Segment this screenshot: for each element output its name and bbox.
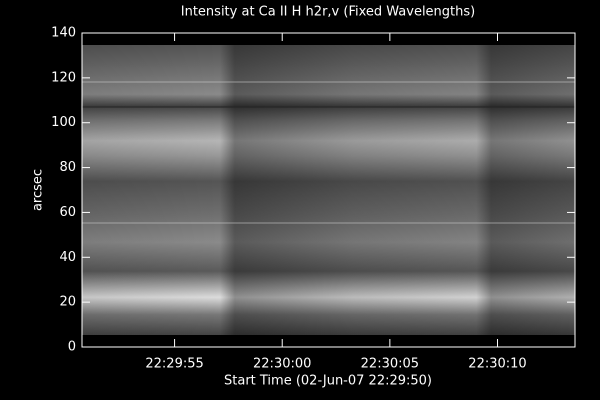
x-tick-label: 22:30:05 (361, 357, 419, 372)
x-tick-label: 22:30:10 (468, 357, 526, 372)
y-tick-label: 120 (51, 70, 76, 85)
plot-frame (81, 32, 576, 348)
x-tick-label: 22:30:00 (253, 357, 311, 372)
y-tick-label: 20 (59, 295, 76, 310)
y-tick-label: 40 (59, 250, 76, 265)
x-axis-label: Start Time (02-Jun-07 22:29:50) (224, 374, 432, 389)
y-tick-label: 140 (51, 26, 76, 41)
y-tick-label: 0 (68, 340, 76, 355)
x-tick-label: 22:29:55 (145, 357, 203, 372)
chart-title: Intensity at Ca II H h2r,v (Fixed Wavele… (181, 5, 475, 20)
y-tick-label: 80 (59, 160, 76, 175)
y-tick-label: 100 (51, 115, 76, 130)
y-axis-label: arcsec (31, 169, 46, 211)
intensity-image (82, 45, 575, 335)
y-tick-label: 60 (59, 205, 76, 220)
